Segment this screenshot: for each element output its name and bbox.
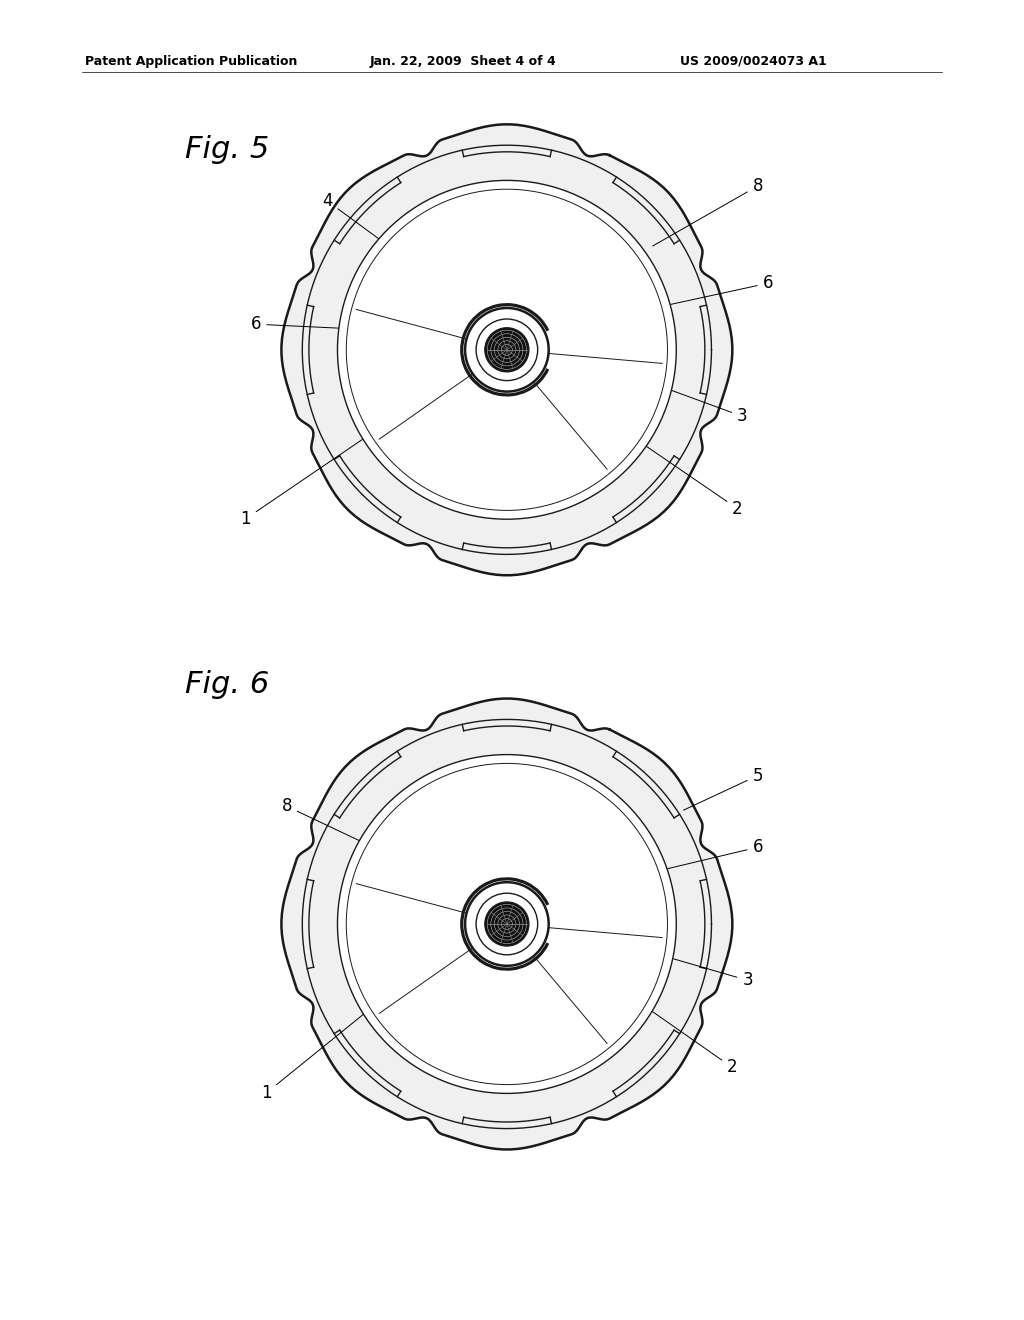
Text: 8: 8: [652, 177, 763, 246]
Circle shape: [346, 189, 668, 511]
Polygon shape: [282, 698, 732, 1150]
Text: 1: 1: [241, 433, 372, 528]
Text: Patent Application Publication: Patent Application Publication: [85, 55, 297, 69]
Text: US 2009/0024073 A1: US 2009/0024073 A1: [680, 55, 826, 69]
Text: 1: 1: [261, 1007, 372, 1102]
Text: 3: 3: [592, 360, 748, 425]
Text: 6: 6: [251, 315, 360, 333]
Text: Fig. 6: Fig. 6: [185, 671, 269, 700]
Circle shape: [465, 308, 549, 392]
Text: 6: 6: [653, 838, 763, 873]
Circle shape: [476, 894, 538, 954]
Circle shape: [338, 181, 676, 519]
Circle shape: [346, 763, 668, 1085]
Text: 6: 6: [653, 275, 773, 309]
Text: 2: 2: [632, 998, 737, 1076]
Circle shape: [476, 319, 538, 380]
Text: Jan. 22, 2009  Sheet 4 of 4: Jan. 22, 2009 Sheet 4 of 4: [370, 55, 557, 69]
Text: 4: 4: [323, 193, 402, 256]
Circle shape: [485, 902, 528, 946]
Circle shape: [485, 327, 528, 372]
Circle shape: [338, 755, 676, 1093]
Text: 2: 2: [642, 444, 742, 517]
Text: 3: 3: [592, 935, 753, 989]
Polygon shape: [282, 124, 732, 576]
Text: 5: 5: [683, 767, 763, 810]
Circle shape: [465, 882, 549, 966]
Text: 8: 8: [282, 797, 382, 851]
Text: Fig. 5: Fig. 5: [185, 135, 269, 164]
